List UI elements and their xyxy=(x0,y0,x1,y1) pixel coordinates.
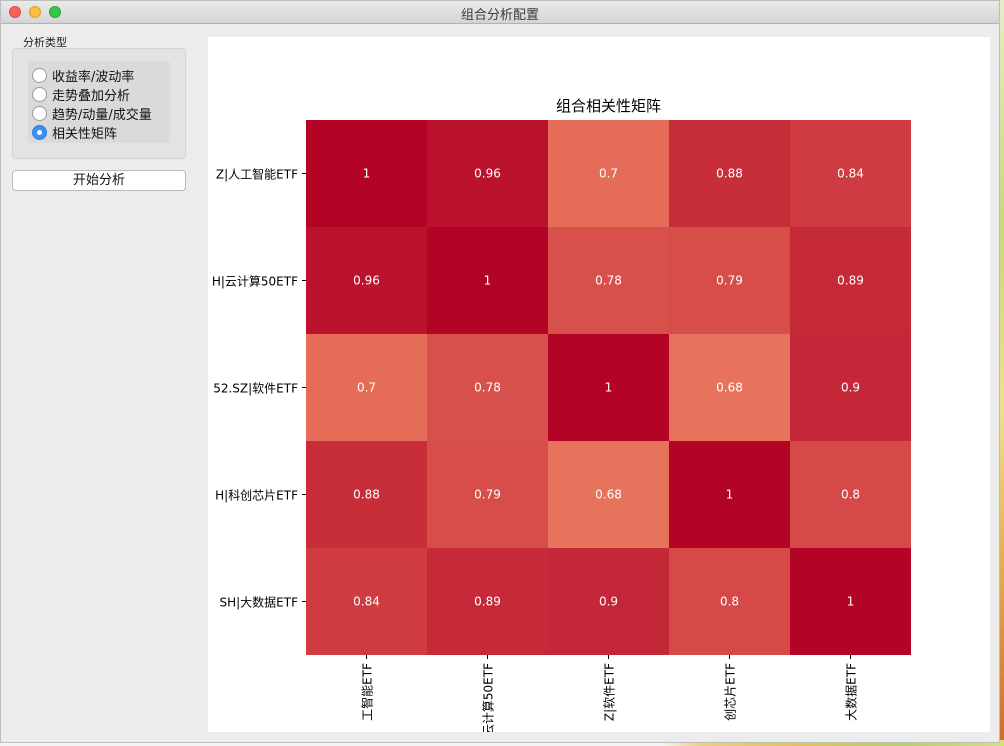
heatmap-cell xyxy=(548,227,669,334)
heatmap-cell xyxy=(790,120,911,227)
cell-annotation: 0.9 xyxy=(841,381,860,395)
radio-option-return-volatility[interactable]: 收益率/波动率 xyxy=(32,66,135,85)
heatmap-cell xyxy=(669,548,790,655)
y-tick-label: H|云计算50ETF xyxy=(212,274,298,289)
heatmap-cell xyxy=(427,227,548,334)
minimize-window-button[interactable] xyxy=(29,6,41,18)
heatmap-cell xyxy=(306,548,427,655)
cell-annotation: 0.89 xyxy=(474,595,501,609)
heatmap-cell xyxy=(669,441,790,548)
desktop-background-strip-bottom xyxy=(0,740,1004,746)
start-analysis-button[interactable]: 开始分析 xyxy=(12,170,186,191)
cell-annotation: 0.88 xyxy=(353,488,380,502)
radio-button-selected-icon[interactable] xyxy=(32,124,47,140)
analysis-type-label: 分析类型 xyxy=(23,36,67,49)
x-tick-label: 创芯片ETF xyxy=(724,663,738,721)
radio-label: 收益率/波动率 xyxy=(52,69,135,85)
y-tick-label: SH|大数据ETF xyxy=(220,595,299,610)
radio-option-trend-momentum-volume[interactable]: 趋势/动量/成交量 xyxy=(32,104,152,123)
heatmap-cell xyxy=(669,120,790,227)
heatmap-cell xyxy=(548,441,669,548)
analysis-type-options xyxy=(28,61,170,143)
cell-annotation: 0.96 xyxy=(474,167,501,181)
radio-button-icon[interactable] xyxy=(32,105,47,121)
cell-annotation: 0.84 xyxy=(837,167,864,181)
radio-button-icon[interactable] xyxy=(32,86,47,102)
heatmap-cell xyxy=(669,334,790,441)
cell-annotation: 0.8 xyxy=(720,595,739,609)
heatmap-cell xyxy=(790,334,911,441)
y-tick-label: 52.SZ|软件ETF xyxy=(213,382,298,396)
correlation-heatmap: 组合相关性矩阵 1 0.96 0.7 0.88 0.84 0.96 1 0.78 0.79 0.89… xyxy=(212,97,911,732)
radio-label: 趋势/动量/成交量 xyxy=(52,107,152,123)
heatmap-cell xyxy=(548,548,669,655)
cell-annotation: 1 xyxy=(726,488,734,502)
title-bar: 组合分析配置 xyxy=(1,1,999,24)
heatmap-cell xyxy=(548,334,669,441)
heatmap-cell xyxy=(669,227,790,334)
heatmap-cell xyxy=(427,334,548,441)
radio-button-icon[interactable] xyxy=(32,67,47,83)
x-tick-label: 工智能ETF xyxy=(360,663,375,721)
cell-annotation: 0.84 xyxy=(353,595,380,609)
cell-annotation: 0.9 xyxy=(599,595,618,609)
heatmap-cell xyxy=(548,120,669,227)
heatmap-cell xyxy=(427,548,548,655)
cell-annotation: 1 xyxy=(363,167,371,181)
radio-option-correlation-matrix[interactable]: 相关性矩阵 xyxy=(32,123,118,142)
x-tick-label: 云计算50ETF xyxy=(481,663,496,732)
y-tick-label: Z|人工智能ETF xyxy=(216,167,298,182)
maximize-window-button[interactable] xyxy=(49,6,61,18)
cell-annotation: 0.68 xyxy=(716,381,743,395)
chart-canvas: 组合相关性矩阵 1 0.96 0.7 0.88 0.84 0.96 1 0.78 0.79 0.89… xyxy=(208,37,990,732)
y-tick-label: H|科创芯片ETF xyxy=(215,489,298,503)
heatmap-cell xyxy=(790,227,911,334)
close-window-button[interactable] xyxy=(9,6,21,18)
window-title: 组合分析配置 xyxy=(460,8,539,23)
heatmap-cell xyxy=(306,227,427,334)
x-tick-label: Z|软件ETF xyxy=(603,663,617,721)
radio-option-trend-overlay[interactable]: 走势叠加分析 xyxy=(32,85,131,104)
cell-annotation: 0.7 xyxy=(357,381,376,395)
cell-annotation: 0.89 xyxy=(837,274,864,288)
x-tick-label: 大数据ETF xyxy=(844,663,859,721)
heatmap-cell xyxy=(306,441,427,548)
cell-annotation: 0.78 xyxy=(595,274,622,288)
heatmap-cell xyxy=(427,120,548,227)
heatmap-cell xyxy=(306,120,427,227)
radio-label: 走势叠加分析 xyxy=(52,88,131,104)
cell-annotation: 0.7 xyxy=(599,167,618,181)
heatmap-cell xyxy=(790,548,911,655)
heatmap-cell xyxy=(427,441,548,548)
desktop-background-strip xyxy=(998,0,1004,746)
heatmap-cell xyxy=(306,334,427,441)
cell-annotation: 1 xyxy=(484,274,492,288)
cell-annotation: 0.96 xyxy=(353,274,380,288)
cell-annotation: 1 xyxy=(605,381,613,395)
chart-title: 组合相关性矩阵 xyxy=(556,97,661,115)
cell-annotation: 0.8 xyxy=(841,488,860,502)
cell-annotation: 0.68 xyxy=(595,488,622,502)
cell-annotation: 0.79 xyxy=(474,488,501,502)
cell-annotation: 1 xyxy=(847,595,855,609)
radio-label: 相关性矩阵 xyxy=(52,126,118,142)
cell-annotation: 0.79 xyxy=(716,274,743,288)
cell-annotation: 0.78 xyxy=(474,381,501,395)
cell-annotation: 0.88 xyxy=(716,167,743,181)
heatmap-cell xyxy=(790,441,911,548)
